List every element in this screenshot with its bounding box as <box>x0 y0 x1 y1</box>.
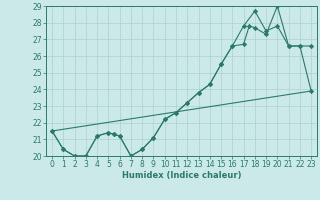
X-axis label: Humidex (Indice chaleur): Humidex (Indice chaleur) <box>122 171 241 180</box>
